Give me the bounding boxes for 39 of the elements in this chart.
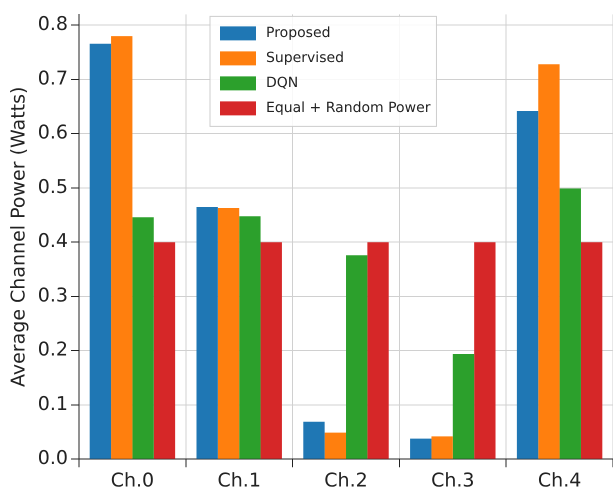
y-tick-label: 0.1 <box>38 392 68 415</box>
bar <box>324 432 346 459</box>
y-tick-label: 0.8 <box>38 13 68 36</box>
x-tick-label: Ch.2 <box>324 470 368 492</box>
y-tick-label: 0.6 <box>38 122 68 144</box>
x-tick-label: Ch.1 <box>217 470 261 492</box>
bar <box>580 242 602 459</box>
x-tick-label: Ch.0 <box>110 470 154 492</box>
y-axis-title: Average Channel Power (Watts) <box>7 86 30 388</box>
bar <box>346 255 368 459</box>
legend-label: Supervised <box>266 50 344 66</box>
legend-label: Equal + Random Power <box>266 100 431 116</box>
legend-label: DQN <box>266 75 298 92</box>
y-tick-label: 0.4 <box>38 230 68 252</box>
legend-label: Proposed <box>266 25 330 42</box>
bar <box>410 438 432 459</box>
bar <box>516 110 538 459</box>
bar <box>196 206 218 459</box>
bar <box>111 36 132 459</box>
y-tick-label: 0.3 <box>38 284 68 306</box>
bar <box>90 44 112 459</box>
bar <box>218 208 240 459</box>
bar <box>474 242 496 459</box>
bar <box>431 436 453 459</box>
bar <box>260 242 282 459</box>
bar <box>154 242 176 459</box>
y-tick-label: 0.2 <box>38 338 68 361</box>
y-tick-label: 0.7 <box>38 67 68 90</box>
bar <box>367 242 389 459</box>
bar <box>239 216 261 459</box>
y-tick-label: 0.0 <box>38 447 68 470</box>
bar <box>303 422 325 459</box>
bar <box>560 188 581 459</box>
bar <box>132 217 154 459</box>
x-tick-label: Ch.3 <box>431 470 475 492</box>
bar <box>452 354 474 459</box>
bar <box>538 64 560 459</box>
x-tick-label: Ch.4 <box>538 470 582 492</box>
y-tick-label: 0.5 <box>38 176 68 198</box>
